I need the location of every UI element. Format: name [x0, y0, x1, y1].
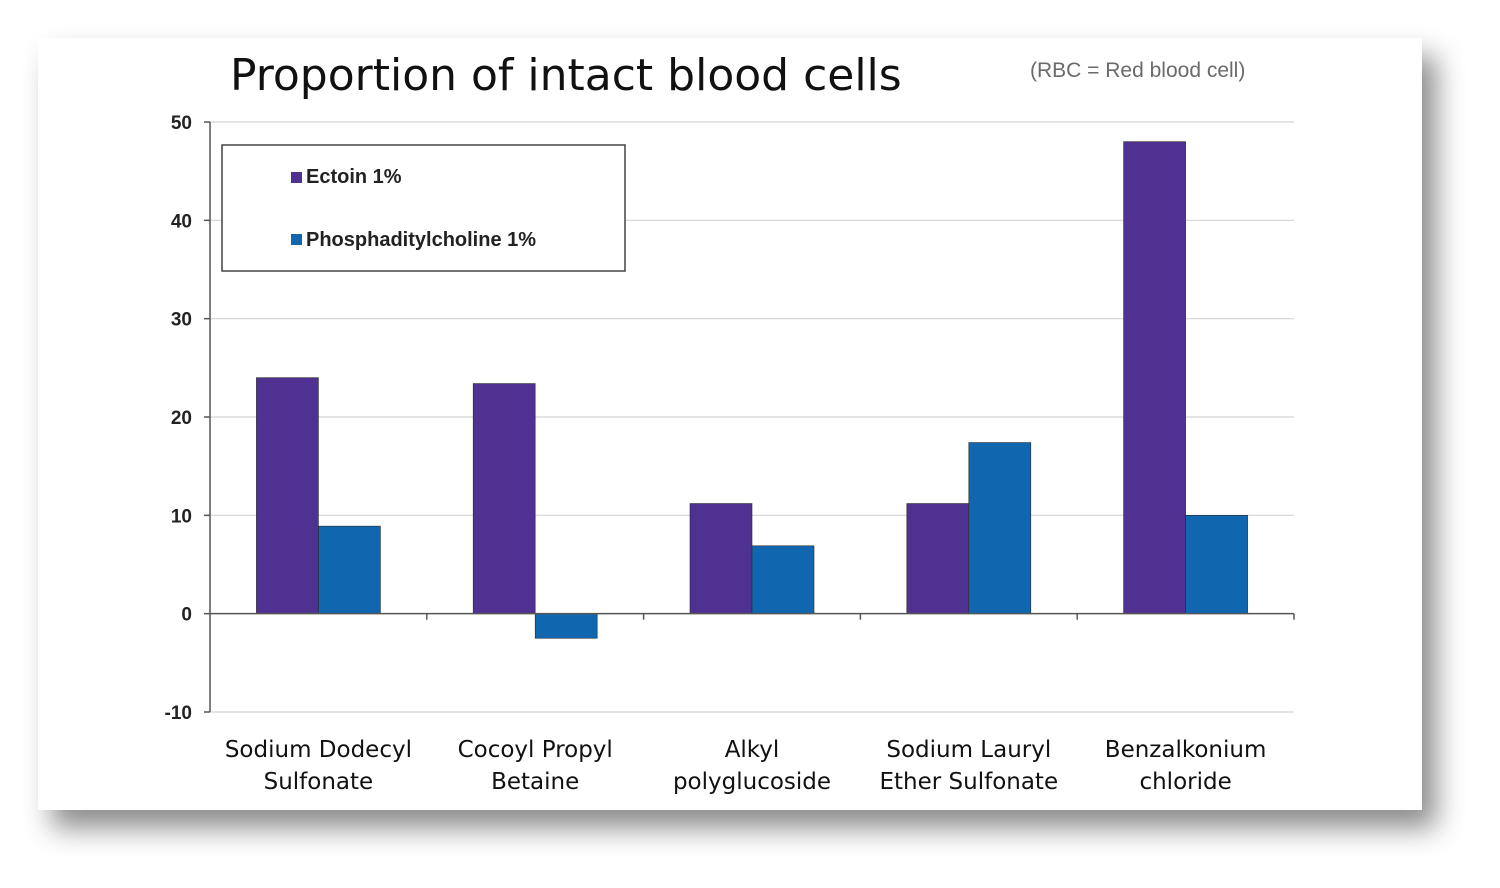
bar-phosphaditylcholine-4 [1185, 515, 1248, 614]
y-tick-label: 30 [171, 310, 192, 331]
bar-phosphaditylcholine-1 [534, 613, 598, 639]
category-label: Benzalkonium [1105, 737, 1267, 763]
category-labels: Sodium Dodecyl Sulfonate Cocoyl Propyl Beta… [225, 737, 1267, 795]
category-label: Cocoyl Propyl [458, 737, 613, 763]
bar-phosphaditylcholine-3 [968, 442, 1032, 614]
legend-label-phosphaditylcholine: Phosphaditylcholine 1% [306, 229, 536, 251]
legend-swatch-phosphaditylcholine [291, 234, 302, 245]
gridlines [210, 121, 1294, 713]
bar-ectoin-2 [689, 503, 753, 614]
legend-box [221, 144, 626, 272]
bars [256, 141, 1248, 639]
y-tick-label: 40 [171, 211, 192, 232]
category-label: chloride [1139, 769, 1231, 795]
bar-phosphaditylcholine-0 [318, 525, 381, 614]
legend: Ectoin 1% Phosphaditylcholine 1% [221, 144, 626, 272]
category-label: Sodium Lauryl [886, 737, 1051, 763]
bar-phosphaditylcholine-2 [751, 545, 815, 614]
bar-ectoin-1 [472, 383, 536, 614]
bar-ectoin-0 [256, 377, 319, 614]
y-tick-label: 0 [181, 605, 192, 626]
category-label: Sodium Dodecyl [225, 737, 412, 763]
axes [204, 121, 1295, 713]
category-label: Betaine [491, 769, 579, 795]
legend-swatch-ectoin [291, 172, 302, 183]
y-tick-label: 10 [171, 506, 192, 527]
category-label: Alkyl [725, 737, 780, 763]
bar-ectoin-3 [906, 503, 970, 614]
y-tick-label: -10 [165, 703, 192, 724]
category-label: Sulfonate [264, 769, 374, 795]
category-label: Ether Sulfonate [879, 769, 1058, 795]
chart-title: Proportion of intact blood cells [230, 50, 902, 101]
legend-label-ectoin: Ectoin 1% [306, 166, 402, 188]
category-label: polyglucoside [673, 769, 831, 795]
y-tick-label: 20 [171, 408, 192, 429]
y-tick-label: 50 [171, 113, 192, 134]
y-tick-labels: -10 0 10 20 30 40 50 [165, 113, 192, 724]
chart-note: (RBC = Red blood cell) [1030, 59, 1246, 82]
bar-ectoin-4 [1123, 141, 1186, 614]
